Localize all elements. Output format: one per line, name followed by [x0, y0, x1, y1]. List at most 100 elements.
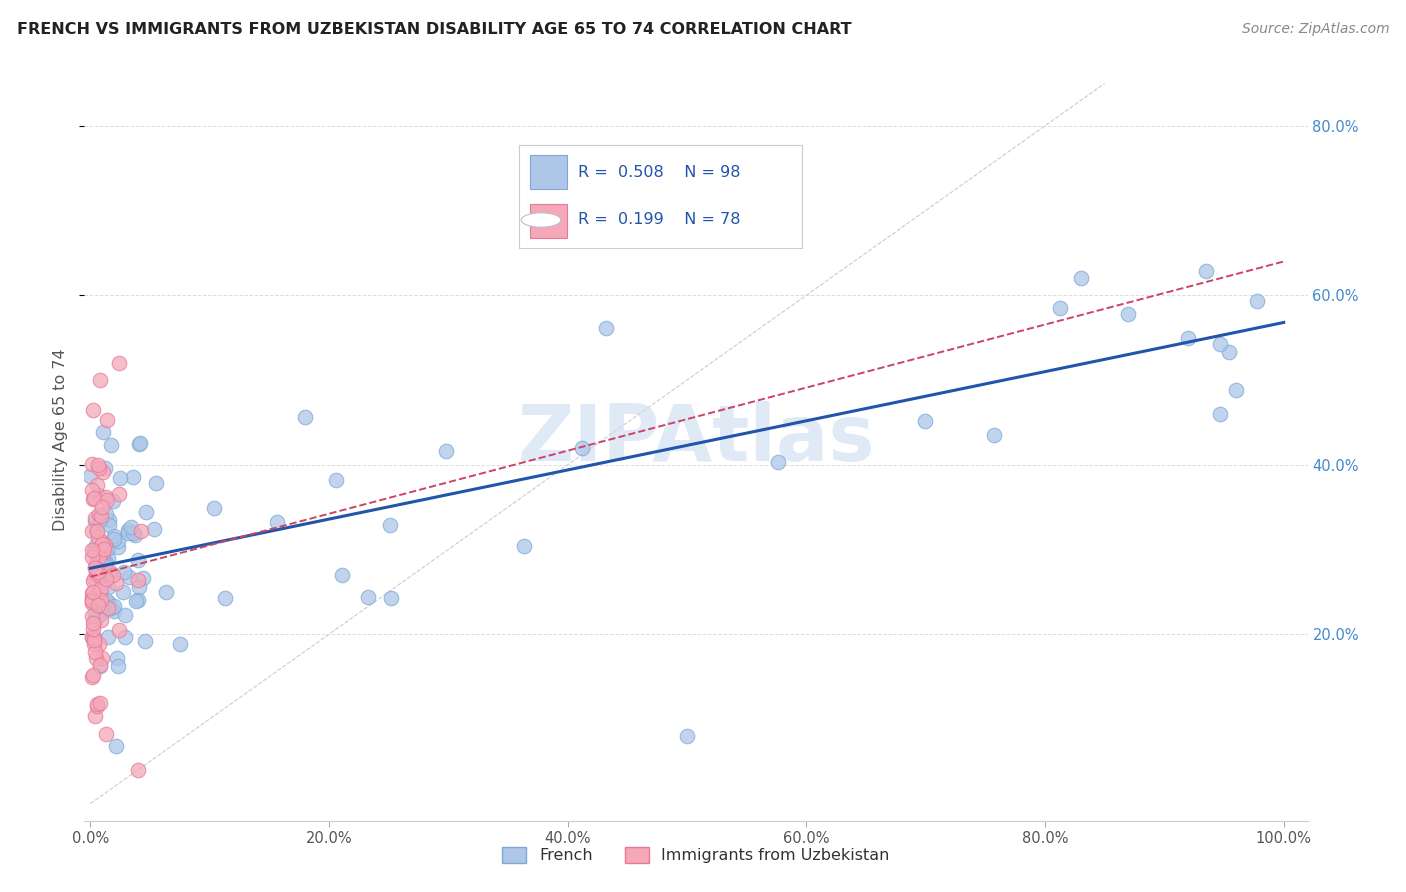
Point: [96, 493, 118, 508]
Point: [96, 413, 118, 427]
FancyBboxPatch shape: [530, 155, 567, 189]
Point: [107, 533, 129, 548]
Point: [101, 494, 124, 508]
Point: [80, 524, 103, 538]
Point: [80, 609, 103, 624]
Point: [108, 356, 131, 370]
Point: [93, 558, 115, 572]
Point: [94, 538, 117, 552]
Point: [86, 650, 108, 665]
Point: [128, 580, 150, 594]
Point: [80, 457, 103, 471]
Point: [90, 557, 112, 571]
Point: [117, 524, 139, 538]
Point: [595, 321, 617, 335]
Point: [84, 545, 107, 559]
Point: [202, 500, 225, 515]
Point: [84, 612, 107, 626]
Point: [80, 591, 103, 605]
Point: [143, 522, 166, 536]
Point: [91, 425, 114, 439]
Point: [86, 697, 108, 711]
Legend: French, Immigrants from Uzbekistan: French, Immigrants from Uzbekistan: [496, 840, 896, 870]
Point: [87, 488, 110, 502]
Point: [84, 555, 107, 569]
Point: [1070, 271, 1092, 285]
Point: [87, 598, 110, 612]
Point: [117, 526, 139, 541]
Point: [82, 585, 104, 599]
Point: [357, 590, 380, 604]
Point: [87, 638, 110, 652]
Point: [82, 615, 104, 630]
Point: [97, 601, 120, 615]
Point: [1208, 337, 1230, 351]
Point: [103, 605, 125, 619]
Point: [96, 557, 118, 571]
Point: [128, 435, 150, 450]
Point: [108, 624, 131, 638]
Point: [90, 500, 112, 514]
Point: [1246, 294, 1268, 309]
Point: [103, 599, 125, 613]
Point: [83, 637, 105, 651]
Point: [89, 600, 111, 615]
Point: [104, 739, 127, 753]
Point: [108, 487, 131, 501]
Point: [94, 595, 117, 609]
Point: [89, 570, 111, 584]
Point: [135, 505, 157, 519]
Point: [91, 465, 114, 479]
Point: [89, 696, 111, 710]
Point: [100, 438, 122, 452]
Point: [1116, 307, 1139, 321]
Point: [1195, 264, 1218, 278]
Point: [129, 524, 152, 538]
Point: [83, 544, 105, 558]
Point: [84, 561, 107, 575]
Point: [89, 554, 111, 568]
Point: [82, 402, 104, 417]
Point: [125, 594, 148, 608]
Point: [97, 513, 120, 527]
Point: [1049, 301, 1071, 316]
Point: [98, 565, 121, 579]
Point: [676, 729, 699, 743]
Point: [122, 470, 145, 484]
Point: [1177, 330, 1199, 344]
Point: [80, 483, 103, 497]
Text: FRENCH VS IMMIGRANTS FROM UZBEKISTAN DISABILITY AGE 65 TO 74 CORRELATION CHART: FRENCH VS IMMIGRANTS FROM UZBEKISTAN DIS…: [17, 22, 852, 37]
Point: [380, 591, 402, 605]
Point: [127, 553, 149, 567]
Point: [79, 469, 101, 483]
Point: [89, 658, 111, 673]
Point: [90, 581, 112, 595]
Point: [114, 607, 136, 622]
Point: [124, 528, 146, 542]
Point: [84, 559, 107, 574]
Point: [107, 658, 129, 673]
Point: [914, 414, 936, 428]
Point: [1218, 345, 1240, 359]
Y-axis label: Disability Age 65 to 74: Disability Age 65 to 74: [53, 348, 69, 531]
Point: [90, 613, 112, 627]
Point: [82, 668, 104, 682]
Point: [89, 373, 111, 387]
Point: [86, 524, 108, 538]
Point: [214, 591, 236, 606]
FancyBboxPatch shape: [530, 203, 567, 237]
Point: [80, 593, 103, 607]
Point: [294, 410, 316, 425]
Text: R =  0.508    N = 98: R = 0.508 N = 98: [578, 165, 741, 179]
Point: [83, 616, 105, 631]
Point: [87, 565, 110, 579]
Point: [80, 631, 103, 645]
Point: [83, 630, 105, 644]
Point: [127, 763, 149, 777]
Point: [89, 657, 111, 672]
Point: [89, 513, 111, 527]
Point: [87, 530, 110, 544]
Text: Source: ZipAtlas.com: Source: ZipAtlas.com: [1241, 22, 1389, 37]
Point: [90, 651, 112, 665]
Point: [110, 471, 132, 485]
